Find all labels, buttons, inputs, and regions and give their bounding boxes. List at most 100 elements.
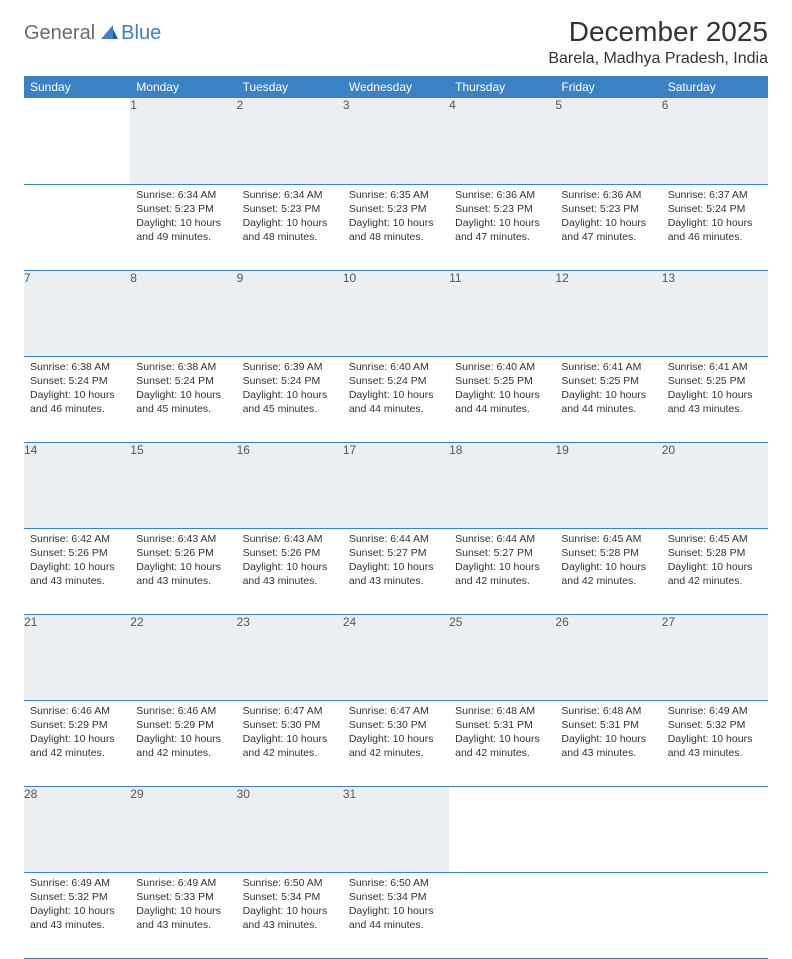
day-body-cell	[662, 872, 768, 958]
sunset-text: Sunset: 5:25 PM	[455, 374, 549, 388]
daylight-text: Daylight: 10 hours and 45 minutes.	[243, 388, 337, 416]
day-number-cell: 23	[237, 614, 343, 700]
day-number-cell: 13	[662, 270, 768, 356]
weekday-tuesday: Tuesday	[237, 76, 343, 98]
day-number-cell	[24, 98, 130, 184]
day-number-cell: 16	[237, 442, 343, 528]
sunrise-text: Sunrise: 6:38 AM	[30, 360, 124, 374]
day-number-cell: 15	[130, 442, 236, 528]
daylight-text: Daylight: 10 hours and 46 minutes.	[668, 216, 762, 244]
daylight-text: Daylight: 10 hours and 43 minutes.	[349, 560, 443, 588]
sunset-text: Sunset: 5:28 PM	[668, 546, 762, 560]
weekday-friday: Friday	[555, 76, 661, 98]
day-body-cell: Sunrise: 6:38 AMSunset: 5:24 PMDaylight:…	[130, 356, 236, 442]
sunrise-text: Sunrise: 6:34 AM	[136, 188, 230, 202]
day-body-cell	[555, 872, 661, 958]
daylight-text: Daylight: 10 hours and 42 minutes.	[455, 732, 549, 760]
header: General Blue December 2025 Barela, Madhy…	[24, 16, 768, 68]
day-body-cell	[24, 184, 130, 270]
day-number-cell: 18	[449, 442, 555, 528]
sunset-text: Sunset: 5:23 PM	[561, 202, 655, 216]
sunset-text: Sunset: 5:25 PM	[668, 374, 762, 388]
day-body-cell: Sunrise: 6:49 AMSunset: 5:32 PMDaylight:…	[662, 700, 768, 786]
day-body-cell: Sunrise: 6:41 AMSunset: 5:25 PMDaylight:…	[555, 356, 661, 442]
sunset-text: Sunset: 5:32 PM	[30, 890, 124, 904]
weekday-thursday: Thursday	[449, 76, 555, 98]
day-body-cell: Sunrise: 6:47 AMSunset: 5:30 PMDaylight:…	[343, 700, 449, 786]
day-number-cell: 1	[130, 98, 236, 184]
sunset-text: Sunset: 5:26 PM	[30, 546, 124, 560]
sunset-text: Sunset: 5:24 PM	[349, 374, 443, 388]
daylight-text: Daylight: 10 hours and 43 minutes.	[30, 904, 124, 932]
sunrise-text: Sunrise: 6:42 AM	[30, 532, 124, 546]
daylight-text: Daylight: 10 hours and 42 minutes.	[455, 560, 549, 588]
day-number-cell: 2	[237, 98, 343, 184]
sunset-text: Sunset: 5:23 PM	[136, 202, 230, 216]
day-number-cell: 12	[555, 270, 661, 356]
location-subtitle: Barela, Madhya Pradesh, India	[548, 50, 768, 68]
daylight-text: Daylight: 10 hours and 43 minutes.	[668, 732, 762, 760]
day-number-row: 14151617181920	[24, 442, 768, 528]
daylight-text: Daylight: 10 hours and 42 minutes.	[561, 560, 655, 588]
sunrise-text: Sunrise: 6:40 AM	[349, 360, 443, 374]
day-body-row: Sunrise: 6:42 AMSunset: 5:26 PM Daylight:…	[24, 528, 768, 614]
day-body-cell: Sunrise: 6:49 AMSunset: 5:33 PMDaylight:…	[130, 872, 236, 958]
day-body-cell: Sunrise: 6:43 AMSunset: 5:26 PMDaylight:…	[237, 528, 343, 614]
logo-sail-icon	[99, 23, 119, 44]
sunrise-text: Sunrise: 6:46 AM	[30, 704, 124, 718]
day-body-row: Sunrise: 6:38 AMSunset: 5:24 PMDaylight:…	[24, 356, 768, 442]
sunset-text: Sunset: 5:24 PM	[30, 374, 124, 388]
sunrise-text: Sunrise: 6:43 AM	[243, 532, 337, 546]
day-number-row: 21222324252627	[24, 614, 768, 700]
day-number-cell: 6	[662, 98, 768, 184]
day-body-cell: Sunrise: 6:46 AMSunset: 5:29 PMDaylight:…	[130, 700, 236, 786]
sunrise-text: Sunrise: 6:48 AM	[455, 704, 549, 718]
day-body-cell: Sunrise: 6:45 AMSunset: 5:28 PMDaylight:…	[662, 528, 768, 614]
sunrise-text: Sunrise: 6:44 AM	[349, 532, 443, 546]
sunrise-text: Sunrise: 6:36 AM	[455, 188, 549, 202]
day-number-cell: 3	[343, 98, 449, 184]
weekday-saturday: Saturday	[662, 76, 768, 98]
day-number-cell: 27	[662, 614, 768, 700]
daylight-text: Daylight: 10 hours and 43 minutes.	[561, 732, 655, 760]
day-number-cell: 21	[24, 614, 130, 700]
day-body-cell: Sunrise: 6:46 AMSunset: 5:29 PMDaylight:…	[24, 700, 130, 786]
day-number-row: 78910111213	[24, 270, 768, 356]
daylight-text: Daylight: 10 hours and 45 minutes.	[136, 388, 230, 416]
day-number-cell: 19	[555, 442, 661, 528]
day-number-cell: 11	[449, 270, 555, 356]
sunrise-text: Sunrise: 6:40 AM	[455, 360, 549, 374]
title-block: December 2025 Barela, Madhya Pradesh, In…	[548, 16, 768, 68]
sunrise-text: Sunrise: 6:46 AM	[136, 704, 230, 718]
sunrise-text: Sunrise: 6:48 AM	[561, 704, 655, 718]
day-body-cell: Sunrise: 6:34 AMSunset: 5:23 PMDaylight:…	[237, 184, 343, 270]
day-body-cell: Sunrise: 6:40 AMSunset: 5:25 PMDaylight:…	[449, 356, 555, 442]
day-body-cell: Sunrise: 6:45 AMSunset: 5:28 PMDaylight:…	[555, 528, 661, 614]
day-number-cell: 24	[343, 614, 449, 700]
day-number-cell	[449, 786, 555, 872]
daylight-text: Daylight: 10 hours and 43 minutes.	[243, 904, 337, 932]
sunset-text: Sunset: 5:31 PM	[561, 718, 655, 732]
day-number-cell: 10	[343, 270, 449, 356]
day-body-cell: Sunrise: 6:36 AMSunset: 5:23 PMDaylight:…	[449, 184, 555, 270]
day-body-cell: Sunrise: 6:50 AMSunset: 5:34 PMDaylight:…	[343, 872, 449, 958]
sunrise-text: Sunrise: 6:49 AM	[136, 876, 230, 890]
weekday-sunday: Sunday	[24, 76, 130, 98]
sunrise-text: Sunrise: 6:34 AM	[243, 188, 337, 202]
sunrise-text: Sunrise: 6:35 AM	[349, 188, 443, 202]
day-body-cell: Sunrise: 6:44 AMSunset: 5:27 PMDaylight:…	[449, 528, 555, 614]
day-number-cell	[662, 786, 768, 872]
sunset-text: Sunset: 5:27 PM	[455, 546, 549, 560]
sunrise-text: Sunrise: 6:47 AM	[243, 704, 337, 718]
daylight-text: Daylight: 10 hours and 49 minutes.	[136, 216, 230, 244]
sunset-text: Sunset: 5:25 PM	[561, 374, 655, 388]
sunset-text: Sunset: 5:24 PM	[668, 202, 762, 216]
day-body-cell: Sunrise: 6:36 AMSunset: 5:23 PMDaylight:…	[555, 184, 661, 270]
daylight-text: Daylight: 10 hours and 44 minutes.	[561, 388, 655, 416]
day-number-cell: 17	[343, 442, 449, 528]
sunset-text: Sunset: 5:29 PM	[30, 718, 124, 732]
sunrise-text: Sunrise: 6:38 AM	[136, 360, 230, 374]
day-body-cell: Sunrise: 6:37 AMSunset: 5:24 PMDaylight:…	[662, 184, 768, 270]
daylight-text: Daylight: 10 hours and 42 minutes.	[349, 732, 443, 760]
day-body-cell: Sunrise: 6:48 AMSunset: 5:31 PMDaylight:…	[449, 700, 555, 786]
